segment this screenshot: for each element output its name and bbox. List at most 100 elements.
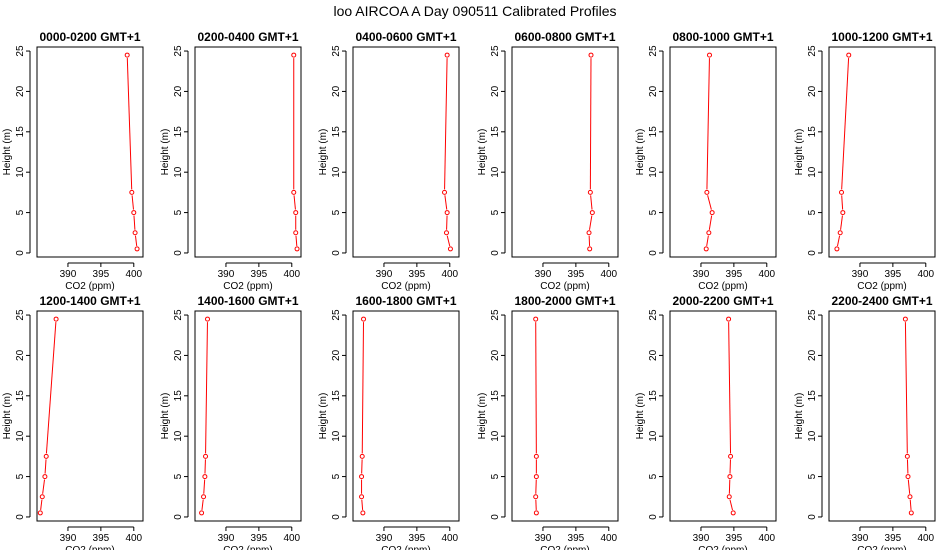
y-tick-label: 15 [173,390,184,402]
data-point [293,230,299,236]
y-tick-label: 15 [331,126,342,138]
y-tick-label: 5 [490,473,501,479]
profile-segment [361,322,365,454]
y-axis-label: Height (m) [160,129,171,176]
y-axis-label: Height (m) [2,129,13,176]
profile-segment [841,195,844,210]
y-tick-label: 0 [490,250,501,256]
panel-title: 2200-2400 GMT+1 [831,294,932,308]
y-tick-label: 25 [331,309,342,321]
x-tick-label: 400 [600,269,617,280]
data-point [587,246,593,252]
y-tick-label: 10 [648,430,659,442]
data-point [129,189,135,195]
profile-segment [134,235,138,247]
panel-title: 2000-2200 GMT+1 [672,294,773,308]
x-tick-label: 400 [441,269,458,280]
panel-title: 1000-1200 GMT+1 [831,30,932,44]
x-axis-label: CO2 (ppm) [65,545,114,550]
x-tick-label: 395 [568,269,585,280]
x-tick-label: 400 [917,269,934,280]
plot-frame [511,46,619,258]
data-point [728,453,734,459]
data-point [131,210,137,216]
y-tick-label: 5 [648,473,659,479]
y-tick-label: 25 [173,309,184,321]
y-tick-label: 25 [15,45,26,57]
data-point [840,210,846,216]
data-point [586,230,592,236]
y-tick-label: 0 [807,514,818,520]
x-axis-label: CO2 (ppm) [857,545,906,550]
y-tick-label: 10 [648,166,659,178]
profile-segment [205,322,208,454]
data-point [293,210,299,216]
profile-segment [729,499,733,511]
data-point [846,52,852,58]
plot-frame [828,310,936,522]
y-axis-label: Height (m) [2,393,13,440]
data-point [533,494,539,500]
y-tick-label: 25 [15,309,26,321]
x-tick-label: 390 [376,533,393,544]
x-tick-label: 400 [600,533,617,544]
data-point [291,189,297,195]
x-axis-label: CO2 (ppm) [381,281,430,292]
y-tick-label: 5 [490,209,501,215]
data-point [902,316,908,322]
x-axis-label: CO2 (ppm) [857,281,906,292]
y-tick-label: 15 [173,126,184,138]
profile-panel: 1800-2000 GMT+1 390 395 400 CO2 (ppm) 0 5 10 15 2… [477,294,619,550]
data-point [132,230,138,236]
x-axis-label: CO2 (ppm) [540,545,589,550]
x-tick-label: 390 [693,533,710,544]
profile-segment [840,215,843,230]
x-axis-label: CO2 (ppm) [698,281,747,292]
profile-segment [295,235,298,246]
x-tick-label: 400 [125,533,142,544]
plot-frame [352,46,460,258]
data-point [53,316,59,322]
y-tick-label: 5 [807,209,818,215]
x-axis-label: CO2 (ppm) [223,545,272,550]
y-tick-label: 10 [173,166,184,178]
panel-title: 0600-0800 GMT+1 [514,30,615,44]
profile-panel: 0400-0600 GMT+1 390 395 400 CO2 (ppm) 0 5 10 15 2… [318,30,460,292]
profile-segment [45,322,57,454]
y-axis-label: Height (m) [477,129,488,176]
y-tick-label: 0 [331,514,342,520]
y-tick-label: 25 [331,45,342,57]
data-point [533,453,539,459]
panel-title: 0200-0400 GMT+1 [197,30,298,44]
data-point [709,210,715,216]
data-point [730,510,736,516]
x-tick-label: 395 [885,533,902,544]
page-title: loo AIRCOA A Day 090511 Calibrated Profi… [333,3,616,19]
data-point [704,189,710,195]
x-tick-label: 395 [885,269,902,280]
plot-frame [194,310,302,522]
profile-segment [444,58,448,190]
y-tick-label: 0 [173,514,184,520]
data-point [837,230,843,236]
profile-segment [42,479,46,494]
data-point [533,474,539,480]
data-point [533,510,539,516]
y-axis-label: Height (m) [160,393,171,440]
profile-segment [293,195,296,210]
data-point [904,453,910,459]
data-point [199,510,205,516]
profile-panel: 0200-0400 GMT+1 390 395 400 CO2 (ppm) 0 5 10 15 2… [160,30,302,292]
data-point [726,316,732,322]
x-tick-label: 400 [758,533,775,544]
profile-segment [907,479,911,494]
panel-title: 0800-1000 GMT+1 [672,30,773,44]
data-point [447,246,453,252]
y-tick-label: 5 [173,209,184,215]
panel-title: 1400-1600 GMT+1 [197,294,298,308]
x-tick-label: 390 [376,269,393,280]
x-axis-label: CO2 (ppm) [381,545,430,550]
y-tick-label: 5 [331,473,342,479]
